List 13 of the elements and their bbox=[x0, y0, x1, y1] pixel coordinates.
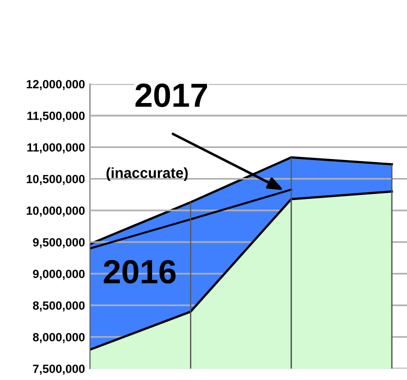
y-tick-label: 11,500,000 bbox=[27, 112, 85, 122]
annotation: 2017 bbox=[135, 83, 208, 108]
y-tick-label: 9,000,000 bbox=[32, 270, 85, 280]
annotation: 2016 bbox=[104, 260, 176, 284]
y-tick-label: 7,500,000 bbox=[33, 364, 85, 375]
y-tick-label: 8,500,000 bbox=[32, 301, 85, 312]
annotation: (inaccurate) bbox=[106, 167, 188, 181]
y-tick-label: 9,500,000 bbox=[32, 238, 85, 248]
y-tick-label: 11,000,000 bbox=[27, 143, 85, 154]
y-tick-label: 8,000,000 bbox=[32, 333, 85, 344]
y-tick-label: 12,000,000 bbox=[26, 80, 85, 90]
y-tick-label: 10,000,000 bbox=[26, 206, 85, 217]
y-tick-label: 10,500,000 bbox=[26, 174, 85, 185]
